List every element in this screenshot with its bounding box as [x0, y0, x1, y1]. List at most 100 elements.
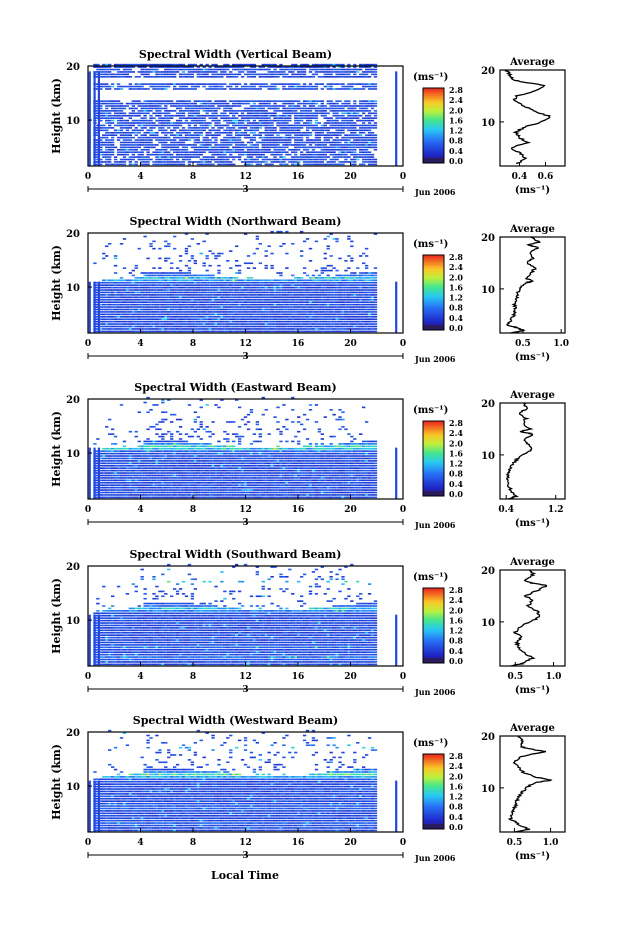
- heatmap-cell: [288, 158, 292, 161]
- heatmap-cell: [235, 63, 239, 66]
- heatmap-cell: [261, 102, 265, 105]
- heatmap-cell: [338, 100, 342, 102]
- heatmap-cell: [146, 158, 150, 161]
- heatmap-cell: [285, 252, 289, 255]
- heatmap-cell: [113, 281, 118, 284]
- heatmap-cell: [172, 76, 177, 78]
- heatmap-cell: [237, 71, 242, 73]
- heatmap-cell: [235, 105, 239, 107]
- heatmap-cell: [332, 296, 336, 299]
- heatmap-cell: [172, 71, 177, 73]
- heatmap-cell: [317, 151, 322, 154]
- heatmap-cell: [214, 114, 218, 117]
- heatmap-cell: [273, 127, 277, 129]
- heatmap-cell: [338, 107, 342, 110]
- heatmap-cell: [359, 100, 363, 102]
- heatmap-cell: [190, 291, 195, 294]
- heatmap-cell: [110, 83, 115, 85]
- heatmap-cell: [361, 63, 366, 66]
- heatmap-cell: [155, 110, 159, 112]
- heatmap-cell: [113, 110, 118, 112]
- heatmap-cell: [181, 294, 186, 296]
- heatmap-cell: [205, 131, 209, 134]
- heatmap-cell: [246, 279, 251, 282]
- heatmap-cell: [294, 294, 298, 296]
- heatmap-cell: [149, 286, 153, 289]
- heatmap-cell: [361, 73, 366, 76]
- heatmap-cell: [356, 146, 360, 149]
- heatmap-cell: [178, 260, 183, 262]
- heatmap-cell: [261, 311, 265, 313]
- heatmap-cell: [181, 100, 186, 102]
- heatmap-cell: [170, 102, 174, 105]
- heatmap-cell: [164, 131, 168, 134]
- heatmap-cell: [170, 110, 174, 112]
- heatmap-cell: [193, 156, 198, 158]
- heatmap-cell: [155, 112, 159, 115]
- heatmap-cell: [128, 325, 133, 328]
- average-title: Average: [509, 57, 555, 68]
- heatmap-cell: [167, 119, 171, 122]
- heatmap-cell: [167, 110, 171, 112]
- heatmap-cell: [211, 325, 215, 328]
- heatmap-cell: [235, 289, 239, 291]
- heatmap-cell: [116, 100, 121, 102]
- heatmap-cell: [305, 76, 310, 78]
- heatmap-cell: [214, 134, 218, 136]
- heatmap-cell: [235, 281, 239, 284]
- heatmap-cell: [237, 136, 242, 139]
- colorbar-segment: [423, 146, 444, 149]
- heatmap-cell: [149, 114, 153, 117]
- heatmap-cell: [102, 73, 106, 76]
- heatmap-cell: [175, 298, 180, 301]
- heatmap-cell: [305, 148, 310, 151]
- heatmap-cell: [353, 122, 357, 124]
- heatmap-cell: [131, 318, 135, 321]
- heatmap-cell: [273, 85, 277, 88]
- heatmap-cell: [344, 76, 348, 78]
- date-label: Jun 2006: [414, 187, 456, 197]
- heatmap-cell: [196, 68, 200, 71]
- heatmap-cell: [105, 131, 109, 134]
- heatmap-cell: [184, 119, 189, 122]
- heatmap-cell: [273, 318, 277, 321]
- heatmap-cell: [146, 129, 150, 132]
- heatmap-cell: [308, 153, 313, 156]
- heatmap-cell: [202, 107, 206, 110]
- heatmap-cell: [205, 139, 209, 141]
- heatmap-cell: [175, 291, 180, 294]
- heatmap-cell: [347, 117, 351, 119]
- heatmap-cell: [178, 272, 183, 274]
- heatmap-cell: [217, 85, 221, 88]
- heatmap-cell: [116, 73, 121, 76]
- heatmap-cell: [237, 119, 242, 122]
- data-strip: [93, 71, 96, 167]
- heatmap-cell: [178, 131, 183, 134]
- heatmap-cell: [305, 102, 310, 105]
- heatmap-cell: [152, 298, 156, 301]
- heatmap-cell: [252, 73, 257, 76]
- heatmap-cell: [294, 161, 298, 163]
- heatmap-cell: [110, 146, 115, 149]
- heatmap-cell: [140, 308, 144, 311]
- heatmap-cell: [167, 328, 171, 330]
- heatmap-cell: [235, 131, 239, 134]
- heatmap-cell: [99, 330, 103, 333]
- heatmap-cell: [122, 73, 127, 76]
- local-time-label: Local Time: [211, 869, 279, 882]
- heatmap-cell: [110, 68, 115, 71]
- heatmap-cell: [261, 294, 265, 296]
- heatmap-cell: [99, 328, 103, 330]
- heatmap-cell: [294, 284, 298, 286]
- heatmap-cell: [273, 313, 277, 316]
- heatmap-cell: [246, 328, 251, 330]
- heatmap-cell: [311, 127, 316, 129]
- heatmap-cell: [131, 158, 135, 161]
- heatmap-cell: [341, 107, 345, 110]
- heatmap-cell: [161, 277, 165, 279]
- heatmap-cell: [347, 83, 351, 85]
- heatmap-cell: [282, 158, 286, 161]
- heatmap-cell: [143, 286, 147, 289]
- colorbar-tick-label: 1.6: [449, 115, 463, 125]
- heatmap-cell: [158, 330, 162, 333]
